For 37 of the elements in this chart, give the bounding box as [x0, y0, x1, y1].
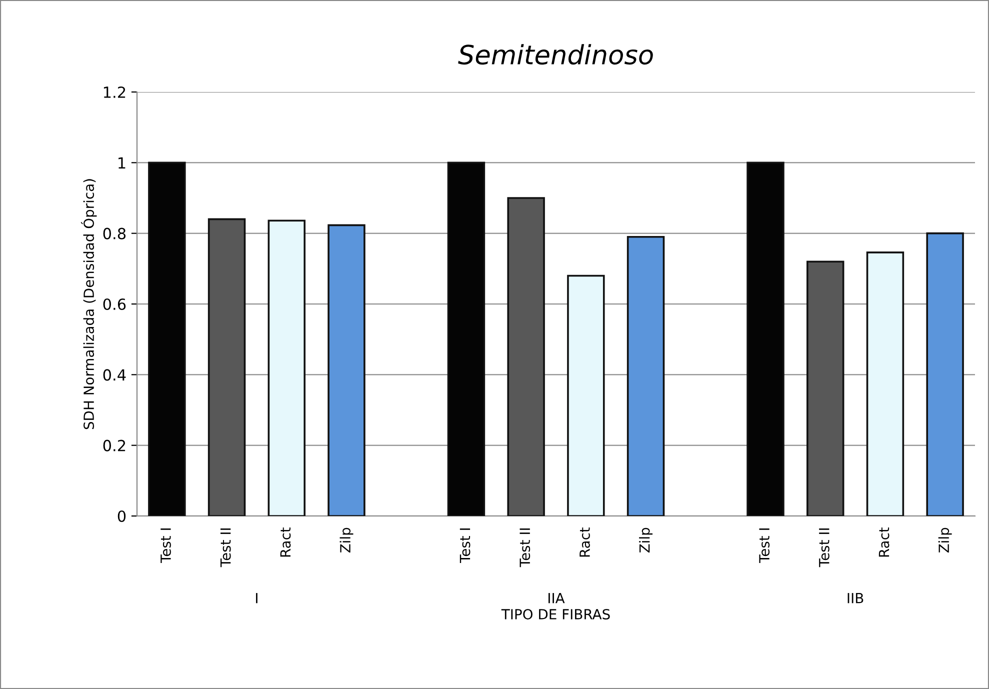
- bar: [148, 162, 186, 516]
- y-axis-title: SDH Normalizada (Densidad Óprica): [80, 179, 97, 430]
- x-tick-label: Zilp: [639, 528, 653, 553]
- x-tick-label: Test I: [460, 528, 470, 564]
- y-tick-label: 1.2: [104, 86, 126, 98]
- text: IIA: [548, 593, 565, 604]
- x-tick-label: Test II: [520, 528, 530, 568]
- y-tick-label: 0.8: [103, 228, 126, 240]
- x-tick-label: Zilp: [938, 528, 952, 553]
- x-tick-label: Zilp: [340, 528, 354, 553]
- bar: [328, 224, 366, 516]
- x-tick-label: Ract: [580, 527, 590, 557]
- text: I: [256, 593, 258, 604]
- x-tick-label: Test II: [220, 528, 231, 568]
- x-tick-label: Test I: [759, 528, 770, 564]
- bar: [567, 274, 605, 516]
- bar: [208, 218, 246, 516]
- y-tick-label: 0.4: [103, 369, 126, 381]
- chart-title: Semitendinoso: [458, 44, 653, 65]
- x-tick-label: Ract: [280, 527, 291, 557]
- bar: [806, 260, 844, 516]
- y-tick-label: 0.2: [103, 440, 126, 452]
- y-tick-label: 0: [118, 510, 126, 522]
- x-tick-label: Test II: [819, 528, 830, 568]
- bar: [447, 162, 486, 516]
- y-tick-label: 1: [118, 157, 126, 168]
- x-axis-title: TIPO DE FIBRAS: [501, 608, 610, 620]
- text: IIB: [848, 593, 864, 604]
- bar: [926, 232, 964, 516]
- bar: [626, 236, 665, 516]
- bar: [866, 252, 904, 516]
- bar: [507, 197, 545, 516]
- bar: [268, 220, 306, 516]
- y-tick-label: 0.6: [103, 298, 126, 310]
- x-tick-label: Test I: [160, 528, 171, 564]
- bar: [746, 162, 784, 516]
- x-tick-label: Ract: [878, 527, 890, 557]
